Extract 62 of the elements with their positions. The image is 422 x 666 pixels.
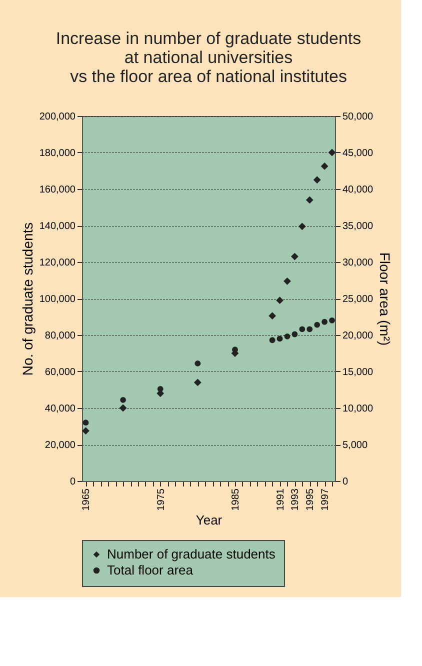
text: at national universities [124,48,293,67]
y-tick-label: 20,000 [44,440,76,451]
y-tick-label: 140,000 [39,221,76,232]
point [314,322,320,328]
x-tick-label: 1995 [305,488,316,511]
point [328,148,336,156]
point [322,318,328,325]
y-tick-label: 120,000 [39,258,76,268]
x-axis-title: Year [196,512,223,528]
y-tick-label: 0 [70,476,76,488]
y2-axis-title: Floor area (m²) [377,252,394,346]
text: vs the floor area of national institutes [70,67,347,86]
point [194,378,202,386]
y2-tick-label: 30,000 [342,258,374,268]
point [276,336,283,342]
y2-tick-label: 40,000 [342,184,374,196]
point [157,386,164,392]
y-tick-label: 60,000 [44,367,76,378]
y2-tick-label: 45,000 [342,148,374,159]
text: Increase in number of graduate students [56,29,362,48]
point [82,427,90,435]
point [82,420,89,426]
y2-tick-label: 10,000 [342,404,374,414]
y2-tick-label: 25,000 [342,294,374,305]
x-tick-label: 1965 [81,488,92,511]
y2-tick-label: 50,000 [342,112,374,122]
x-tick-label: 1993 [290,488,302,511]
point [290,252,298,260]
point [276,296,284,304]
y2-tick-label: 0 [342,476,348,488]
y-axis-title: No. of graduate students [19,222,36,376]
point [299,326,306,332]
point [306,326,313,332]
point [298,222,306,230]
y-tick-label: 160,000 [39,184,76,196]
y2-tick-label: 5,000 [342,440,368,451]
point [269,337,276,344]
point [313,176,321,184]
x-tick-label: 1997 [320,488,332,511]
point [120,397,126,403]
point [306,196,314,204]
y2-tick-label: 15,000 [342,367,374,378]
y-tick-label: 80,000 [44,330,76,342]
y2-tick-label: 35,000 [342,221,374,232]
point [329,317,335,324]
legend-label: Total floor area [107,562,194,578]
y-tick-label: 40,000 [44,404,76,414]
point [284,277,291,285]
y2-tick-label: 20,000 [342,330,374,342]
x-tick-label: 1975 [156,488,167,511]
point [268,312,276,320]
y-tick-label: 200,000 [39,112,76,122]
x-tick-label: 1991 [275,488,286,511]
point [194,360,201,366]
point [320,162,328,170]
x-tick-label: 1985 [230,488,242,511]
point [284,334,290,340]
point [292,331,298,338]
y-tick-label: 180,000 [39,148,76,159]
point [119,404,127,412]
legend-label: Number of graduate students [107,546,276,562]
y-tick-label: 100,000 [39,294,76,305]
